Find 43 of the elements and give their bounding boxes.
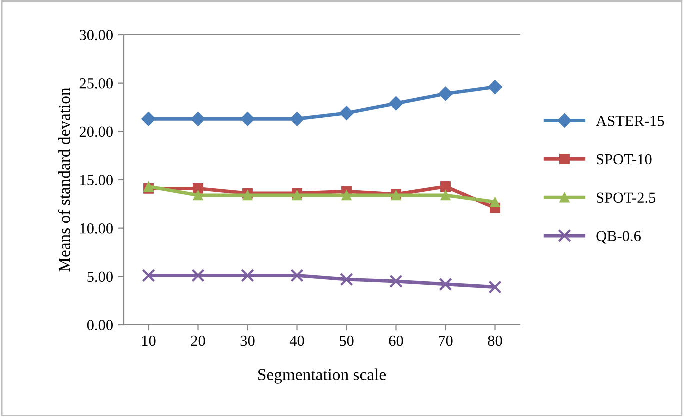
point	[389, 96, 404, 111]
y-tick-label: 5.00	[88, 272, 113, 282]
point	[192, 269, 205, 282]
point	[390, 274, 403, 288]
x-tick-label: 80	[488, 336, 502, 346]
point	[490, 197, 500, 208]
x-axis-title: Segmentation scale	[258, 368, 386, 384]
legend-label: QB-0.6	[596, 231, 641, 244]
point	[290, 269, 304, 282]
x-tick-label: 70	[439, 336, 453, 346]
point	[241, 269, 254, 282]
point	[439, 278, 452, 291]
point	[342, 190, 352, 201]
point	[191, 112, 206, 126]
x-tick-label: 30	[240, 336, 255, 346]
point	[440, 182, 451, 192]
x-tick-label: 60	[389, 336, 404, 346]
y-tick-label: 25.00	[80, 78, 113, 89]
point	[142, 269, 156, 282]
point	[240, 112, 255, 126]
point	[488, 80, 502, 94]
point	[340, 106, 354, 121]
legend-label: ASTER-15	[596, 116, 664, 126]
y-tick-label: 0.00	[87, 320, 113, 331]
y-tick-label: 10.00	[80, 223, 113, 234]
point	[290, 112, 304, 126]
y-axis-title: Means of standard devation	[58, 88, 70, 272]
x-tick-label: 10	[142, 336, 156, 346]
point	[193, 183, 204, 194]
point	[438, 86, 453, 102]
y-tick-label: 20.00	[80, 126, 113, 138]
point	[440, 190, 451, 201]
legend-label: SPOT-2.5	[597, 192, 656, 204]
y-tick-label: 15.00	[80, 175, 113, 186]
point	[340, 272, 354, 286]
x-tick-label: 40	[290, 336, 304, 346]
x-tick-label: 50	[340, 336, 354, 346]
point	[488, 280, 502, 294]
y-tick-label: 30.00	[80, 30, 113, 41]
x-tick-label: 20	[191, 336, 206, 346]
legend-label: SPOT-10	[597, 154, 652, 165]
point	[142, 112, 156, 126]
point	[193, 190, 204, 201]
